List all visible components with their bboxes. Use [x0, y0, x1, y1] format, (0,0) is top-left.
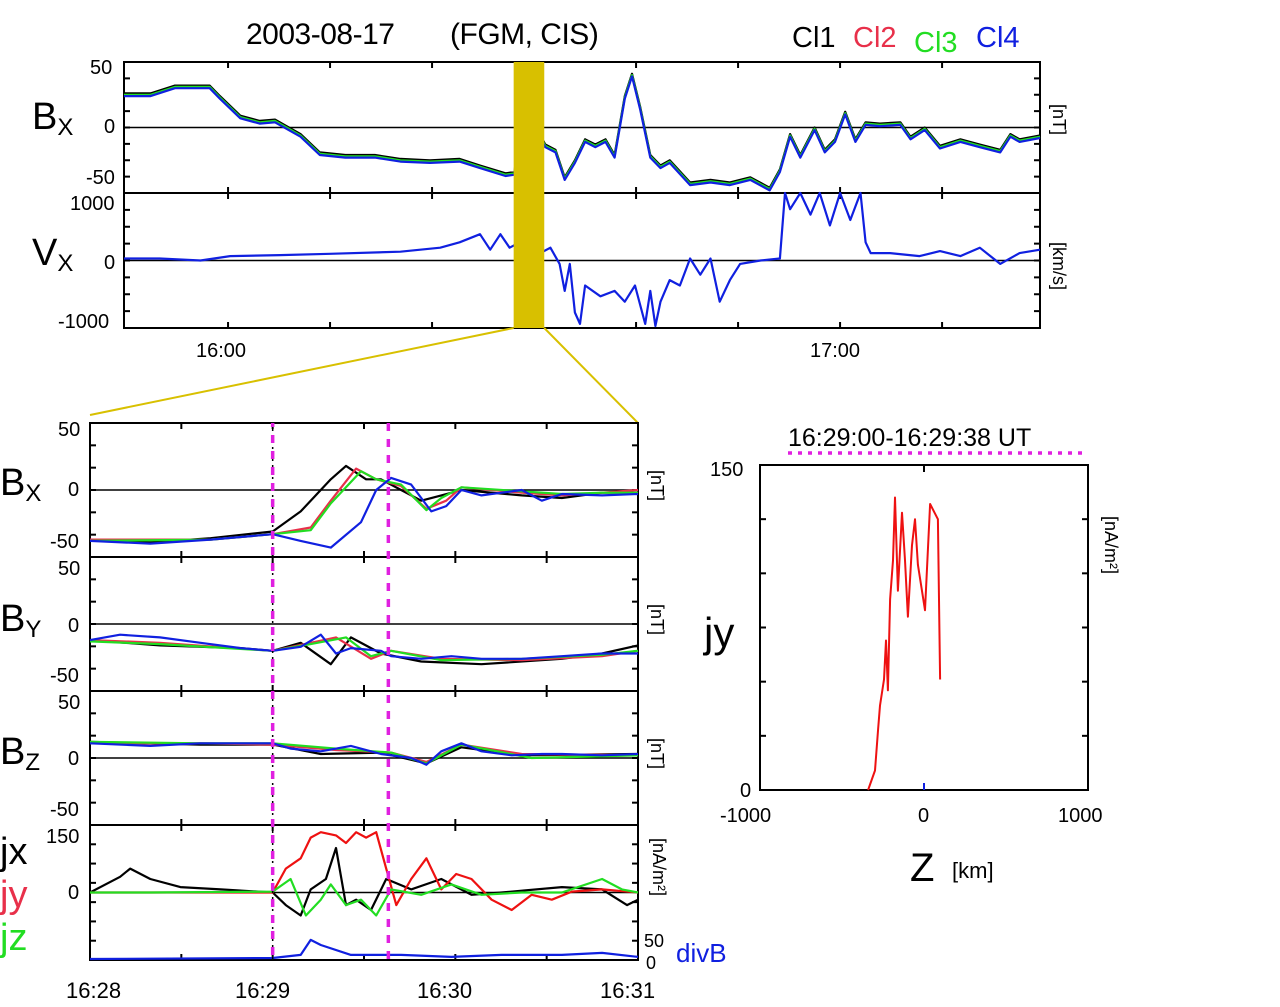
ytick: 0: [104, 116, 116, 138]
unit-label: [nA/m²]: [1101, 516, 1121, 575]
zoom-bx-series-cl3: [89, 470, 638, 542]
ytick: 50: [58, 558, 81, 580]
zoom-j-series-jy: [90, 831, 639, 912]
unit-label: [nT]: [647, 470, 667, 502]
divb-ytick: 0: [646, 953, 657, 973]
zoom-bx-series-cl4: [89, 476, 639, 549]
zoom-bx-series-cl2: [90, 467, 639, 541]
ytick: 50: [58, 419, 81, 441]
xtick: 16:00: [196, 340, 247, 362]
jx-label: jx: [0, 831, 28, 873]
xtick: 17:00: [810, 340, 861, 362]
xtick: 1000: [1058, 805, 1103, 827]
ytick: -50: [86, 167, 115, 189]
xtick: -1000: [720, 805, 772, 827]
unit-label: [km/s]: [1049, 242, 1069, 290]
legend-cl4: Cl4: [976, 22, 1020, 54]
bx-series-cl1: [124, 72, 1041, 189]
zoom-j-series-jz: [90, 877, 639, 917]
jz-label: jz: [0, 917, 28, 959]
ytick: 0: [104, 252, 116, 274]
ytick: 0: [68, 479, 80, 501]
legend-cl1: Cl1: [792, 22, 836, 54]
jy-label: jy: [0, 874, 28, 916]
ytick: 50: [58, 692, 81, 714]
ytick: -50: [50, 531, 79, 553]
jy-vs-z-series-jy: [867, 496, 942, 791]
ytick: -1000: [58, 311, 110, 333]
overview-vx-label: VX: [32, 232, 74, 277]
scatter-xlabel: Z: [910, 846, 935, 890]
zoom-by-label: BY: [0, 598, 42, 643]
highlight-band: [513, 62, 545, 328]
divb-ytick: 50: [644, 931, 665, 951]
scatter-ylabel: jy: [704, 609, 735, 656]
ytick: 50: [90, 57, 113, 79]
ytick: -50: [50, 665, 79, 687]
legend-cl2: Cl2: [853, 22, 897, 54]
ytick: 0: [740, 780, 752, 802]
xtick: 16:30: [417, 978, 473, 1003]
scatter-xunit: [km]: [952, 858, 994, 883]
unit-label: [nT]: [1049, 104, 1069, 136]
ytick: 0: [68, 882, 80, 904]
jy-vs-z-frame: [759, 464, 1089, 791]
ytick: 0: [68, 748, 80, 770]
ytick: 150: [710, 459, 744, 481]
xtick: 16:31: [600, 978, 656, 1003]
ytick: 0: [68, 615, 80, 637]
unit-label: [nA/m²]: [649, 838, 669, 897]
overview-bx-label: BX: [32, 96, 74, 141]
zoom-bz-label: BZ: [0, 731, 41, 776]
ytick: -50: [50, 799, 79, 821]
zoom-j-series-jx: [89, 846, 639, 917]
ytick: 150: [46, 826, 80, 848]
zoom-by-series-cl4: [89, 633, 638, 660]
figure-instruments: (FGM, CIS): [450, 18, 599, 51]
overview-bx-series-cl4: [124, 75, 1041, 192]
overview-vx-series-cl4: [124, 191, 1041, 328]
bx-series-cl3: [124, 74, 1041, 191]
scatter-title: 16:29:00-16:29:38 UT: [788, 424, 1032, 452]
zoom-bx-label: BX: [0, 462, 42, 507]
xtick: 16:29: [235, 978, 291, 1003]
divb-label: divB: [676, 938, 727, 968]
xtick: 16:28: [66, 978, 122, 1003]
zoom-bx-series-cl1: [89, 464, 638, 544]
zoom-j-series-divb: [89, 938, 639, 961]
ytick: 1000: [70, 193, 115, 215]
zoom-connector-right: [543, 327, 639, 424]
figure-date: 2003-08-17: [246, 18, 395, 51]
unit-label: [nT]: [647, 738, 667, 770]
zoom-connector-left: [89, 327, 514, 416]
legend-cl3: Cl3: [914, 27, 958, 59]
unit-label: [nT]: [647, 604, 667, 636]
zoom-bz-series-cl4: [89, 742, 639, 766]
xtick: 0: [918, 805, 930, 827]
